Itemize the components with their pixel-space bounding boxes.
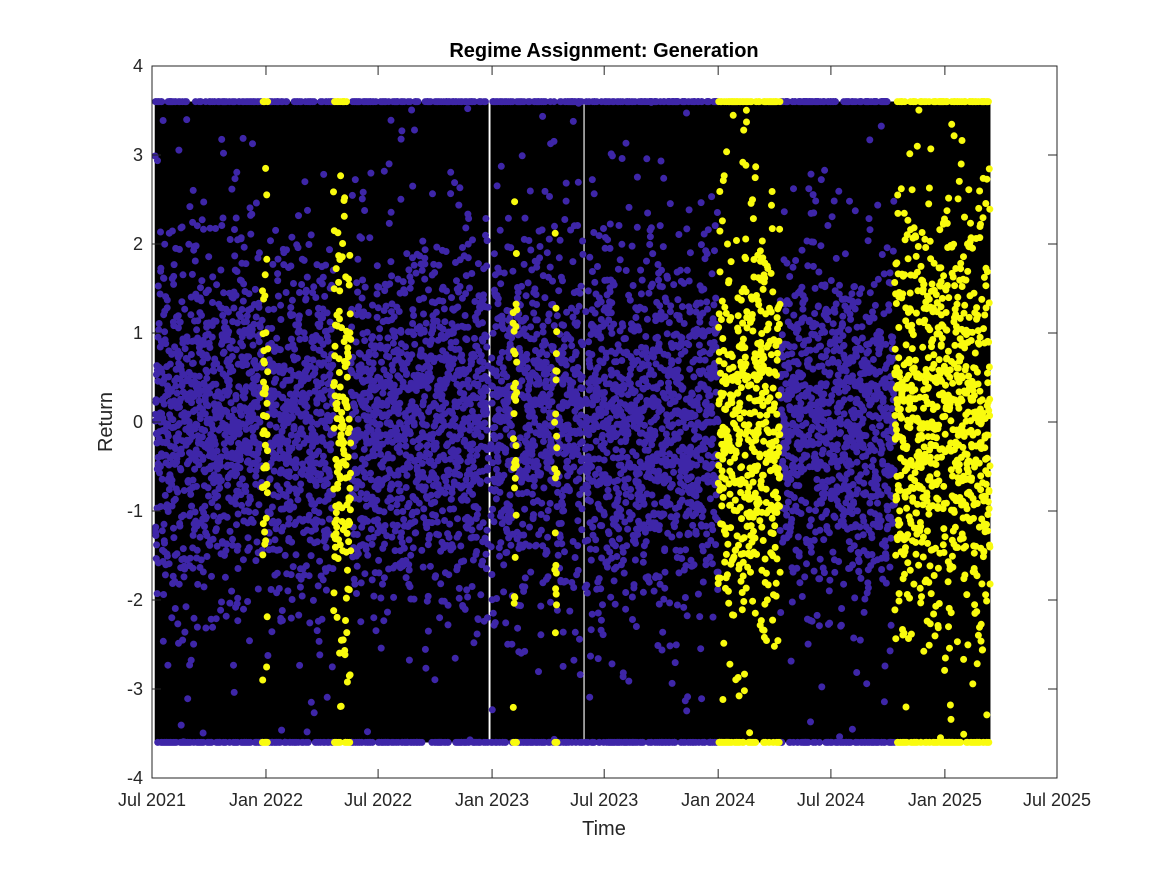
y-tick-label: 0 (133, 412, 143, 432)
x-tick-label: Jan 2024 (681, 790, 755, 810)
y-axis-label: Return (95, 392, 117, 452)
x-tick-label: Jul 2022 (344, 790, 412, 810)
x-tick-label: Jul 2023 (570, 790, 638, 810)
x-axis-label: Time (582, 818, 626, 840)
x-tick-label: Jul 2024 (797, 790, 865, 810)
axes-layer: -4 -3 -2 -1 0 1 2 3 4 Jul 2021 Jan 2022 Jul 2022 Jan… (118, 56, 1091, 810)
chart-title: Regime Assignment: Generation (449, 40, 758, 62)
y-tick-label: -3 (127, 679, 143, 699)
y-tick-label: -1 (127, 501, 143, 521)
y-tick-label: 1 (133, 323, 143, 343)
y-tick-label: 3 (133, 145, 143, 165)
x-tick-label: Jan 2023 (455, 790, 529, 810)
y-tick-label: 2 (133, 234, 143, 254)
data-layer (151, 98, 994, 746)
x-tick-label: Jan 2022 (229, 790, 303, 810)
y-tick-label: 4 (133, 56, 143, 76)
x-tick-label: Jul 2021 (118, 790, 186, 810)
x-tick-label: Jul 2025 (1023, 790, 1091, 810)
y-tick-label: -2 (127, 590, 143, 610)
y-tick-label: -4 (127, 768, 143, 788)
x-tick-label: Jan 2025 (908, 790, 982, 810)
